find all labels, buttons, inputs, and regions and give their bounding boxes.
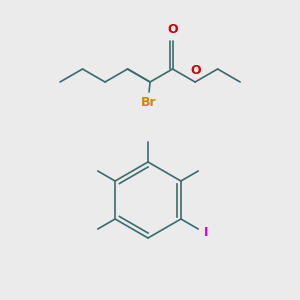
Text: O: O bbox=[167, 23, 178, 36]
Text: I: I bbox=[204, 226, 209, 239]
Text: O: O bbox=[191, 64, 201, 77]
Text: Br: Br bbox=[141, 96, 157, 109]
